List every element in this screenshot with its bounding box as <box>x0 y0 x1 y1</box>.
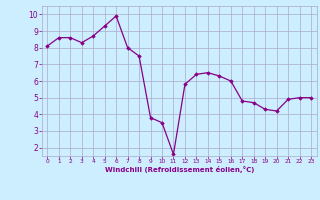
X-axis label: Windchill (Refroidissement éolien,°C): Windchill (Refroidissement éolien,°C) <box>105 166 254 173</box>
